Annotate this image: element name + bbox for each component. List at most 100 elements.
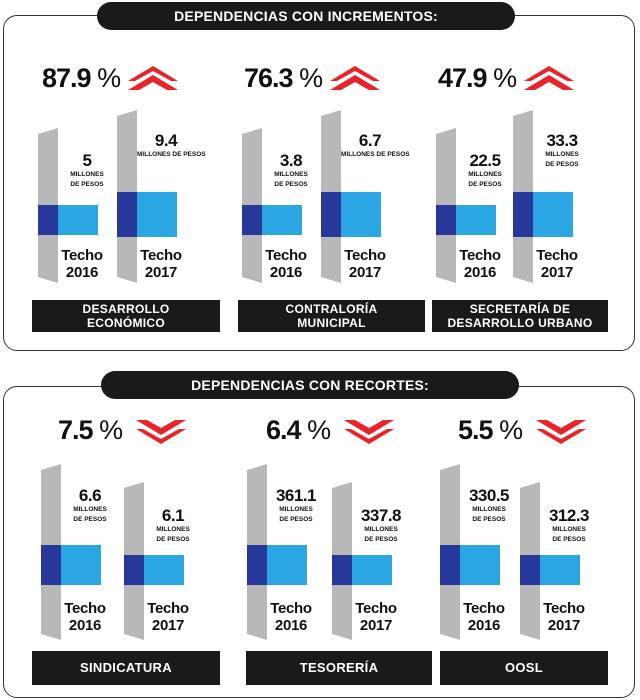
bar-value: 33.3 MILLONES DE PESOS	[533, 132, 591, 169]
year-line: Techo	[140, 247, 182, 264]
bar-lower-left-face	[242, 235, 262, 283]
bar-lower-left-face	[124, 585, 144, 640]
bar-lower-left-face	[321, 237, 341, 283]
bar-value: 361.1 MILLONES DE PESOS	[267, 487, 325, 524]
bar-year-label: Techo 2017	[534, 600, 594, 635]
bar-year-label: Techo 2016	[256, 247, 316, 282]
bar-value-number: 337.8	[360, 506, 402, 525]
budget-bar	[332, 482, 392, 640]
bar-value-unit: DE PESOS	[274, 180, 308, 188]
year-line: Techo	[463, 600, 505, 617]
department-label-line: ECONÓMICO	[86, 316, 166, 330]
bar-band-dark	[436, 205, 456, 235]
bar-year-label: Techo 2017	[335, 247, 395, 282]
bar-value-number: 6.6	[78, 486, 102, 505]
bar-upper-left-face	[117, 110, 137, 192]
pct-number: 76.3	[244, 63, 294, 93]
bar-upper-left-face	[38, 128, 58, 205]
department-label: OOSL	[440, 651, 608, 685]
bar-value: 5 MILLONES DE PESOS	[58, 152, 116, 189]
department-label-text: DESARROLLO ECONÓMICO	[83, 302, 170, 331]
bar-value-unit: DE PESOS	[468, 180, 502, 188]
bar-lower-left-face	[436, 235, 456, 283]
arrow-down-icon	[536, 420, 586, 444]
year-line: Techo	[536, 247, 578, 264]
bar-value-number: 9.4	[154, 131, 178, 150]
bar-value-unit: DE PESOS	[472, 515, 506, 523]
bar-upper-left-face	[513, 110, 533, 192]
department-label-text: SINDICATURA	[80, 660, 172, 676]
bar-value-unit: DE PESOS	[545, 160, 579, 168]
year-line: 2017	[547, 617, 581, 635]
bar-upper-left-face	[436, 128, 456, 205]
bar-value-unit: MILLONES	[545, 151, 579, 158]
year-line: 2017	[144, 264, 178, 282]
bar-value: 330.5 MILLONES DE PESOS	[460, 487, 518, 524]
department-label: CONTRALORÍA MUNICIPAL	[238, 300, 425, 332]
budget-bar	[436, 128, 496, 283]
bar-value-number: 33.3	[546, 131, 578, 150]
bar-value-unit: DE PESOS	[279, 515, 313, 523]
bar-value-number: 3.8	[279, 151, 303, 170]
bar-value: 3.8 MILLONES DE PESOS	[262, 152, 320, 189]
pct-value: 47.9 %	[438, 63, 517, 93]
pct-sign: %	[99, 415, 123, 445]
bar-value-unit: DE PESOS	[156, 535, 190, 543]
bar-band-light	[341, 192, 381, 237]
bar-value-unit: MILLONES	[70, 171, 104, 178]
bar-value-number: 5	[82, 151, 92, 170]
year-line: Techo	[355, 600, 397, 617]
bar-year-label: Techo 2016	[454, 600, 514, 635]
bar-value-number: 6.1	[161, 506, 185, 525]
bar-year-label: Techo 2017	[138, 600, 198, 635]
cuts-title: DEPENDENCIAS CON RECORTES:	[101, 371, 519, 399]
bar-value-number: 361.1	[275, 486, 317, 505]
pct-number: 7.5	[58, 415, 94, 445]
bar-year-label: Techo 2016	[55, 600, 115, 635]
bar-upper-left-face	[520, 482, 540, 555]
bar-band-dark	[513, 192, 533, 237]
bar-value: 6.6 MILLONES DE PESOS	[61, 487, 119, 524]
bar-upper-left-face	[242, 128, 262, 205]
pct-value: 6.4 %	[266, 415, 331, 445]
pct-sign: %	[493, 63, 517, 93]
year-line: 2017	[540, 264, 574, 282]
bar-band-dark	[38, 205, 58, 235]
bar-band-dark	[117, 192, 137, 237]
department-label-text: SECRETARÍA DE DESARROLLO URBANO	[447, 302, 592, 331]
bar-upper-left-face	[332, 482, 352, 555]
year-line: 2016	[463, 264, 497, 282]
department-label-line: MUNICIPAL	[297, 316, 366, 330]
department-label: SECRETARÍA DE DESARROLLO URBANO	[432, 300, 608, 332]
arrow-down-icon	[344, 420, 394, 444]
bar-lower-left-face	[520, 585, 540, 640]
bar-upper-left-face	[440, 464, 460, 545]
increments-title: DEPENDENCIAS CON INCREMENTOS:	[97, 2, 515, 30]
pct-value: 5.5 %	[458, 415, 523, 445]
bar-band-dark	[332, 555, 352, 585]
bar-band-dark	[242, 205, 262, 235]
department-label-text: CONTRALORÍA MUNICIPAL	[286, 302, 378, 331]
year-line: 2017	[348, 264, 382, 282]
pct-sign: %	[299, 63, 323, 93]
bar-value: 6.1 MILLONES DE PESOS	[144, 507, 202, 544]
pct-sign: %	[499, 415, 523, 445]
pct-number: 6.4	[266, 415, 302, 445]
bar-value-number: 22.5	[469, 151, 501, 170]
bar-lower-left-face	[513, 237, 533, 283]
budget-bar	[117, 110, 177, 283]
bar-band-dark	[321, 192, 341, 237]
bar-value: 312.3 MILLONES DE PESOS	[540, 507, 598, 544]
pct-value: 87.9 %	[42, 65, 121, 92]
budget-bar	[124, 482, 184, 640]
bar-band-light	[267, 545, 307, 585]
department-label: DESARROLLO ECONÓMICO	[32, 300, 220, 332]
year-line: 2017	[151, 617, 185, 635]
bar-band-light	[61, 545, 101, 585]
bar-year-label: Techo 2017	[131, 247, 191, 282]
bar-value: 337.8 MILLONES DE PESOS	[352, 507, 410, 544]
bar-value-unit: MILLONES DE PESOS	[137, 151, 206, 158]
department-label-line: TESORERÍA	[299, 660, 379, 676]
department-label-text: TESORERÍA	[300, 660, 379, 676]
bar-year-label: Techo 2016	[52, 247, 112, 282]
